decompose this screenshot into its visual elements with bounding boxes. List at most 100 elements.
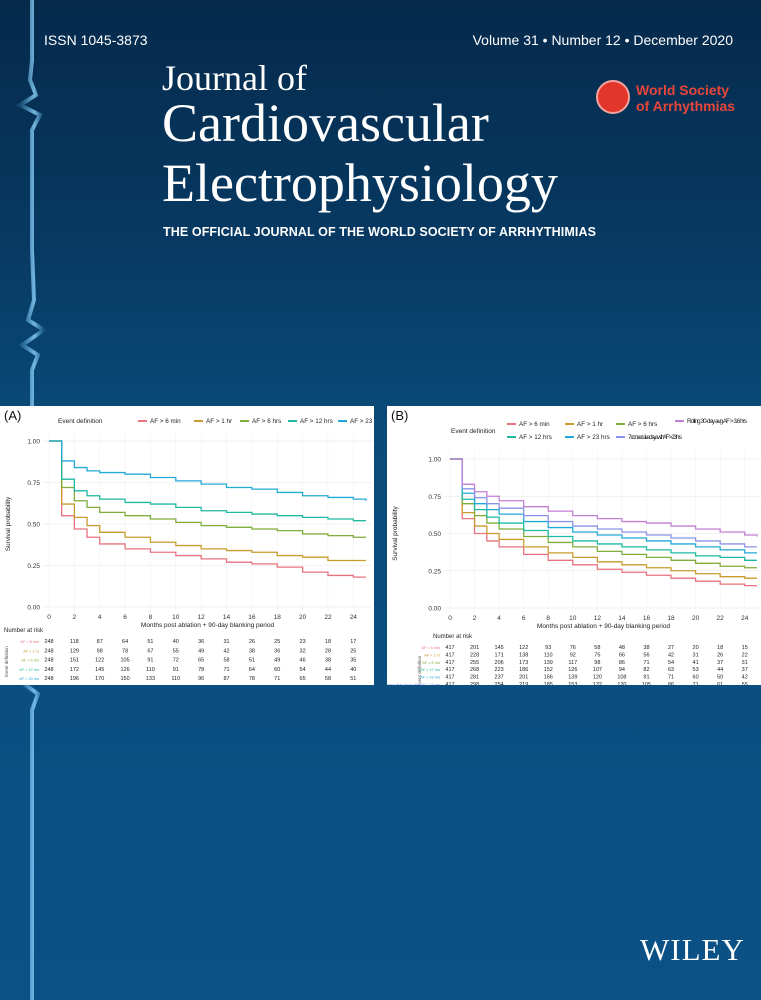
risk-cell: 38 [249, 648, 255, 654]
risk-cell: 248 [44, 648, 53, 654]
series-line [450, 458, 757, 554]
risk-cell: 75 [594, 652, 600, 658]
risk-cell: 120 [617, 682, 626, 685]
risk-cell: 91 [147, 658, 153, 664]
risk-cell: 27 [668, 645, 674, 651]
risk-cell: 248 [44, 667, 53, 673]
risk-cell: 228 [470, 652, 479, 658]
x-tick-label: 20 [692, 615, 700, 622]
risk-cell: 417 [445, 645, 454, 651]
risk-cell: 56 [643, 652, 649, 658]
risk-cell: 38 [325, 658, 331, 664]
risk-cell: 42 [668, 652, 674, 658]
risk-cell: 248 [44, 639, 53, 645]
risk-cell: 91 [173, 667, 179, 673]
risk-cell: 58 [594, 645, 600, 651]
series-line [450, 458, 757, 569]
risk-row-label: AF > 1 hr [424, 653, 440, 657]
society-name-line1: World Society [636, 82, 730, 98]
risk-cell: 126 [568, 667, 577, 673]
risk-cell: 78 [249, 676, 255, 682]
risk-cell: 65 [300, 676, 306, 682]
x-tick-label: 4 [497, 615, 501, 622]
legend-label: AF > 6 hrs [252, 418, 281, 425]
legend-label: AF > 1 hr [577, 421, 603, 428]
risk-row-label: AF > 1 hr [23, 649, 39, 653]
risk-cell: 60 [274, 667, 280, 673]
x-tick-label: 16 [248, 614, 256, 621]
panel-label: (B) [391, 408, 408, 423]
x-tick-label: 6 [123, 614, 127, 621]
risk-row-label: 7 consecutive days with AF > 23 hrs [387, 683, 440, 685]
risk-cell: 151 [70, 658, 79, 664]
x-tick-label: 12 [594, 615, 602, 622]
risk-cell: 206 [495, 660, 504, 666]
risk-cell: 32 [300, 648, 306, 654]
risk-cell: 38 [643, 645, 649, 651]
x-tick-label: 0 [47, 614, 51, 621]
risk-cell: 64 [249, 667, 255, 673]
risk-cell: 54 [668, 660, 674, 666]
risk-cell: 58 [325, 676, 331, 682]
y-tick-label: 0.00 [27, 605, 40, 612]
risk-cell: 58 [223, 658, 229, 664]
y-tick-label: 1.00 [27, 439, 40, 446]
risk-cell: 298 [470, 682, 479, 685]
risk-cell: 36 [274, 648, 280, 654]
legend-label: 7 consecutive days with AF > 23 hrs [628, 434, 682, 441]
risk-cell: 18 [717, 645, 723, 651]
y-tick-label: 0.75 [27, 480, 40, 487]
risk-cell: 63 [668, 667, 674, 673]
risk-cell: 98 [97, 648, 103, 654]
series-line [49, 440, 366, 538]
x-tick-label: 24 [741, 615, 749, 622]
plot-background [444, 451, 761, 612]
x-tick-label: 18 [667, 615, 675, 622]
risk-row-label: AF > 6 hrs [21, 659, 39, 663]
risk-cell: 219 [519, 682, 528, 685]
risk-cell: 417 [445, 652, 454, 658]
risk-cell: 26 [717, 652, 723, 658]
risk-cell: 78 [122, 648, 128, 654]
risk-cell: 71 [643, 660, 649, 666]
x-tick-label: 22 [717, 615, 725, 622]
figure-panel-b: (B) 0.00 0.25 0.50 0.75 1.00 0 2 4 6 8 10 12 14 16 18 20… [387, 406, 761, 685]
risk-cell: 92 [570, 652, 576, 658]
risk-cell: 65 [198, 658, 204, 664]
risk-cell: 96 [198, 676, 204, 682]
x-axis-label: Months post ablation + 90-day blanking p… [141, 622, 275, 629]
y-tick-label: 1.00 [428, 457, 441, 464]
risk-cell: 66 [619, 652, 625, 658]
risk-cell: 60 [693, 675, 699, 681]
legend-label: AF > 12 hrs [519, 434, 552, 441]
survival-chart-a: (A)0.000.250.500.751.000 2 4 6 8 10 12 14 16 18 20… [4, 408, 374, 682]
risk-cell: 87 [223, 676, 229, 682]
risk-cell: 186 [519, 667, 528, 673]
y-tick-label: 0.50 [27, 522, 40, 529]
risk-cell: 255 [470, 660, 479, 666]
risk-cell: 41 [693, 660, 699, 666]
risk-cell: 417 [445, 660, 454, 666]
legend-title: Event definition [58, 418, 103, 425]
risk-cell: 31 [223, 639, 229, 645]
risk-cell: 126 [120, 667, 129, 673]
x-tick-label: 10 [569, 615, 577, 622]
journal-title-line3: Electrophysiology [162, 153, 558, 213]
legend-title: Event definition [451, 428, 496, 435]
series-line [450, 458, 757, 561]
risk-cell: 138 [519, 652, 528, 658]
risk-cell: 40 [350, 667, 356, 673]
risk-cell: 139 [544, 660, 553, 666]
risk-table-title: Number at risk [433, 634, 473, 640]
risk-cell: 133 [146, 676, 155, 682]
x-tick-label: 8 [546, 615, 550, 622]
risk-cell: 201 [470, 645, 479, 651]
risk-cell: 281 [470, 675, 479, 681]
risk-cell: 122 [95, 658, 104, 664]
journal-subtitle: THE OFFICIAL JOURNAL OF THE WORLD SOCIET… [163, 225, 597, 239]
risk-cell: 55 [173, 648, 179, 654]
x-tick-label: 10 [172, 614, 180, 621]
risk-cell: 55 [742, 682, 748, 685]
x-tick-label: 18 [274, 614, 282, 621]
risk-cell: 86 [619, 660, 625, 666]
